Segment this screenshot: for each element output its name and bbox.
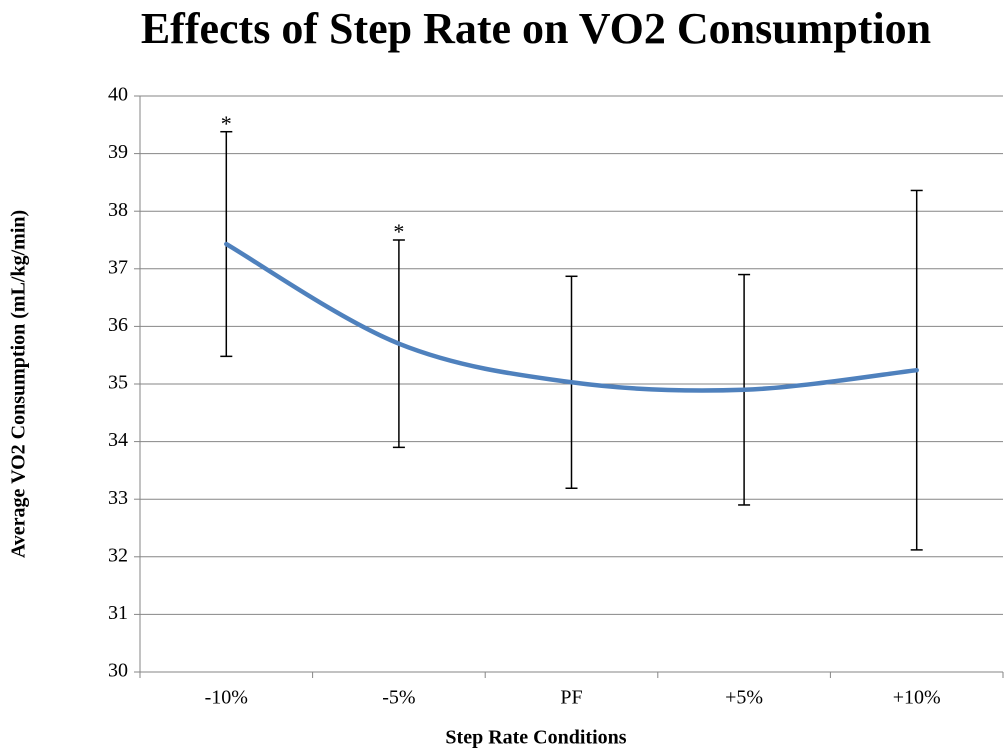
- y-tick-label: 31: [108, 602, 128, 624]
- y-tick-label: 33: [108, 487, 128, 509]
- y-tick-label: 36: [108, 314, 128, 336]
- x-tick-label: -5%: [382, 687, 415, 709]
- annotation: *: [393, 219, 404, 244]
- x-tick-label: PF: [560, 687, 582, 709]
- y-tick-label: 37: [108, 256, 128, 278]
- x-axis-label: Step Rate Conditions: [445, 727, 626, 749]
- y-tick-label: 39: [108, 141, 128, 163]
- y-tick-label: 32: [108, 544, 128, 566]
- y-tick-label: 34: [108, 429, 128, 451]
- line-series: [224, 241, 919, 393]
- x-tick-label: +10%: [893, 687, 941, 709]
- x-tick-label: +5%: [725, 687, 763, 709]
- chart-title: Effects of Step Rate on VO2 Consumption: [141, 4, 931, 53]
- y-axis-label: Average VO2 Consumption (mL/kg/min): [8, 210, 30, 558]
- y-tick-label: 35: [108, 372, 128, 394]
- annotation: *: [221, 111, 232, 136]
- y-tick-label: 38: [108, 199, 128, 221]
- y-tick-label: 30: [108, 660, 128, 682]
- x-tick-label: -10%: [205, 687, 248, 709]
- y-tick-label: 40: [108, 84, 128, 106]
